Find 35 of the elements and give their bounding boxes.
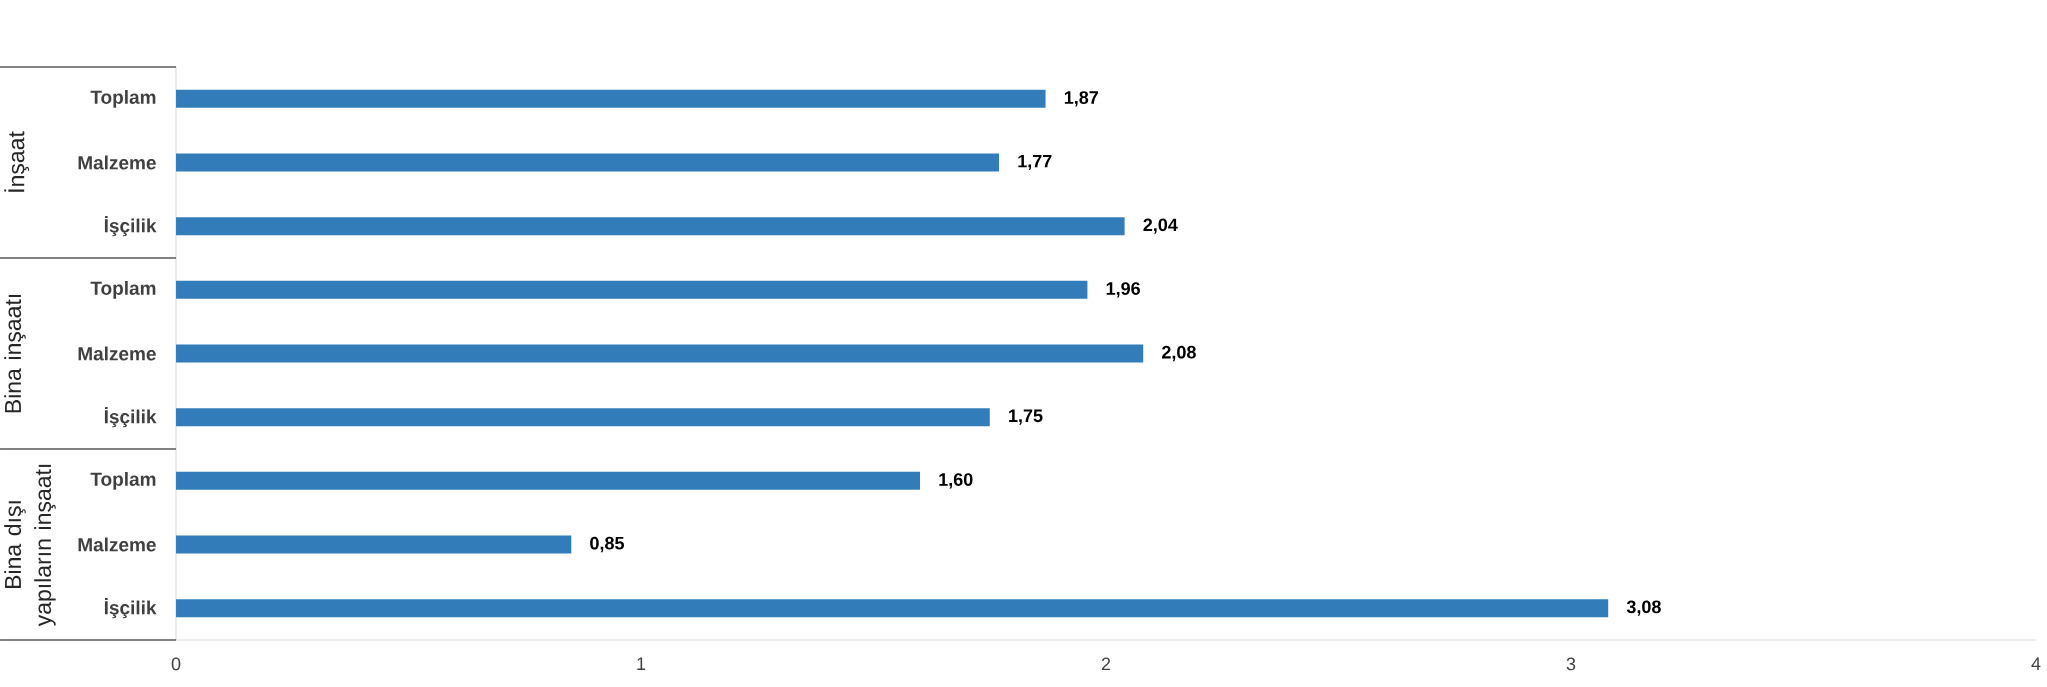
data-label: 2,04 <box>1143 218 1178 234</box>
x-tick-label: 4 <box>2031 657 2041 670</box>
bar <box>176 280 1088 299</box>
data-label: 1,60 <box>939 473 973 489</box>
x-tick-label: 3 <box>1566 657 1576 671</box>
bar <box>176 344 1144 363</box>
y-tick-label: Toplam <box>90 280 156 299</box>
y-tick-label: İşçilik <box>104 216 157 237</box>
x-tick-label: 1 <box>637 657 646 670</box>
bar <box>176 599 1609 618</box>
data-label: 3,08 <box>1626 600 1661 616</box>
bar <box>176 89 1046 108</box>
bar <box>176 408 990 427</box>
y-tick-label: Malzeme <box>78 155 156 170</box>
data-label: 1,77 <box>1018 154 1052 171</box>
data-label: 0,85 <box>590 536 624 553</box>
data-label: 1,75 <box>1009 409 1043 425</box>
y-tick-label: Malzeme <box>78 346 156 361</box>
text: Bina dışı yapıların inşaatı <box>4 464 56 627</box>
text: İnşaat <box>4 131 30 192</box>
y-tick-label: Malzeme <box>78 537 156 552</box>
y-tick-label: İşçilik <box>104 407 157 428</box>
x-tick-label: 0 <box>171 657 181 671</box>
bar <box>176 217 1125 236</box>
x-tick-label: 2 <box>1101 657 1111 671</box>
bar <box>176 535 572 554</box>
data-label: 1,87 <box>1064 91 1098 107</box>
text: Bina inşaatı <box>4 294 26 413</box>
y-tick-label: Toplam <box>90 471 156 490</box>
y-tick-label: Toplam <box>90 89 156 108</box>
bar <box>176 153 1000 172</box>
y-tick-label: İşçilik <box>104 598 157 619</box>
bar <box>176 471 921 490</box>
data-label: 2,08 <box>1162 345 1196 362</box>
data-label: 1,96 <box>1106 282 1140 298</box>
